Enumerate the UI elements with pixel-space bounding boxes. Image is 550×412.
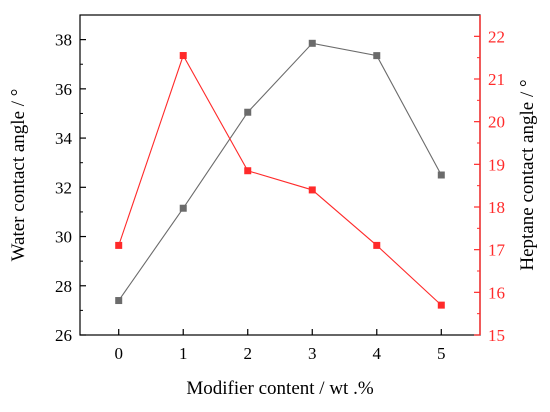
x-tick-label: 3 <box>308 344 317 363</box>
right-series-marker <box>308 186 316 194</box>
right-y-tick-label: 18 <box>488 198 505 217</box>
right-series-marker <box>179 52 187 60</box>
right-y-tick-label: 22 <box>488 27 505 46</box>
right-y-tick-label: 19 <box>488 155 505 174</box>
right-y-tick-label: 21 <box>488 70 505 89</box>
left-series-marker <box>308 39 316 47</box>
left-series-marker <box>437 171 445 179</box>
x-tick-label: 2 <box>243 344 252 363</box>
left-y-tick-label: 26 <box>55 326 72 345</box>
right-series-marker <box>115 241 123 249</box>
x-tick-label: 0 <box>114 344 123 363</box>
left-y-tick-label: 28 <box>55 277 72 296</box>
x-axis-label: Modifier content / wt .% <box>186 378 373 399</box>
right-series-marker <box>373 241 381 249</box>
series-layer <box>115 39 445 309</box>
left-y-axis-label: Water contact angle / ° <box>8 89 29 262</box>
right-y-tick-label: 15 <box>488 326 505 345</box>
left-series-marker <box>115 297 123 305</box>
right-series-marker <box>244 167 252 175</box>
right-series-marker <box>437 301 445 309</box>
right-y-axis-label: Heptane contact angle / ° <box>517 79 538 270</box>
right-y-tick-label: 20 <box>488 113 505 132</box>
left-y-tick-label: 34 <box>55 129 73 148</box>
left-series-marker <box>373 52 381 60</box>
left-y-tick-label: 36 <box>55 80 72 99</box>
right-y-tick-label: 17 <box>488 241 506 260</box>
plot-frame <box>79 14 481 336</box>
right-series-line <box>118 54 442 306</box>
left-y-tick-label: 30 <box>55 228 72 247</box>
left-y-tick-label: 32 <box>55 178 72 197</box>
left-series-line <box>118 42 442 301</box>
left-series-marker <box>244 108 252 116</box>
x-tick-label: 1 <box>179 344 188 363</box>
left-series-marker <box>179 204 187 212</box>
x-tick-label: 5 <box>437 344 446 363</box>
left-y-tick-label: 38 <box>55 31 72 50</box>
x-tick-label: 4 <box>373 344 382 363</box>
right-y-tick-label: 16 <box>488 283 505 302</box>
